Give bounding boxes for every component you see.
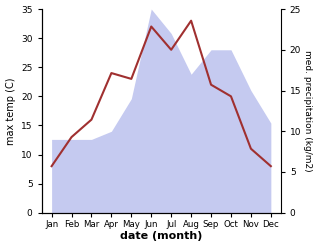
Y-axis label: max temp (C): max temp (C)	[5, 77, 16, 145]
X-axis label: date (month): date (month)	[120, 231, 203, 242]
Y-axis label: med. precipitation (kg/m2): med. precipitation (kg/m2)	[303, 50, 313, 172]
